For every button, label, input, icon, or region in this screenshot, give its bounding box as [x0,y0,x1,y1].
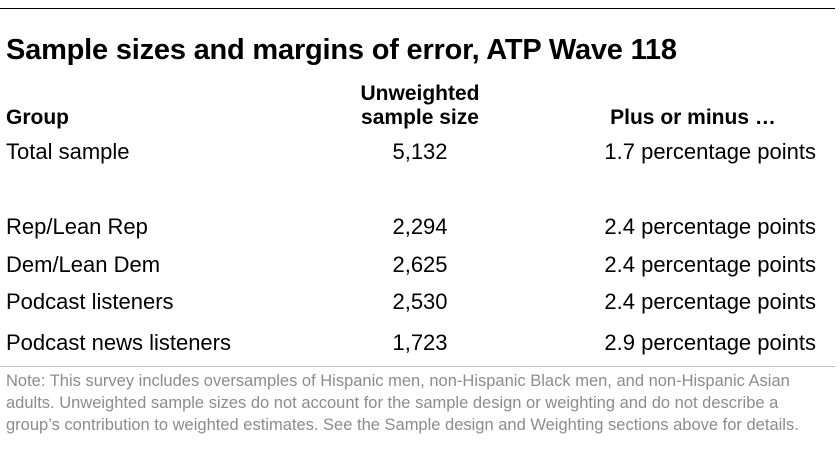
row-sample-size: 1,723 [392,330,448,355]
header-sample-size: Unweighted sample size [340,82,500,130]
row-margin-of-error: 2.4 percentage points [604,252,816,277]
row-group: Podcast listeners [6,289,174,314]
top-rule [0,8,835,9]
header-group: Group [6,106,69,129]
table-row: Dem/Lean Dem 2,625 2.4 percentage points [0,250,835,280]
row-group: Podcast news listeners [6,330,231,355]
row-sample-size: 5,132 [392,139,448,164]
row-group: Dem/Lean Dem [6,252,161,277]
row-sample-size: 2,294 [392,214,448,239]
header-sample-size-line2: sample size [361,106,479,129]
row-margin-of-error: 2.9 percentage points [604,330,816,355]
row-group: Total sample [6,139,130,164]
header-sample-size-line1: Unweighted [360,82,480,105]
row-sample-size: 2,530 [392,289,448,314]
header-margin-of-error: Plus or minus … [610,106,776,129]
row-margin-of-error: 2.4 percentage points [604,289,816,314]
footnote: Note: This survey includes oversamples o… [6,372,799,434]
row-margin-of-error: 1.7 percentage points [604,139,816,164]
table-row: Podcast news listeners 1,723 2.9 percent… [0,328,835,358]
row-margin-of-error: 2.4 percentage points [604,214,816,239]
note-divider [0,366,835,367]
row-sample-size: 2,625 [392,252,448,277]
table-title: Sample sizes and margins of error, ATP W… [6,34,677,66]
row-group: Rep/Lean Rep [6,214,148,239]
table-row: Total sample 5,132 1.7 percentage points [0,137,835,167]
table-row: Podcast listeners 2,530 2.4 percentage p… [0,287,835,317]
table-row: Rep/Lean Rep 2,294 2.4 percentage points [0,212,835,242]
